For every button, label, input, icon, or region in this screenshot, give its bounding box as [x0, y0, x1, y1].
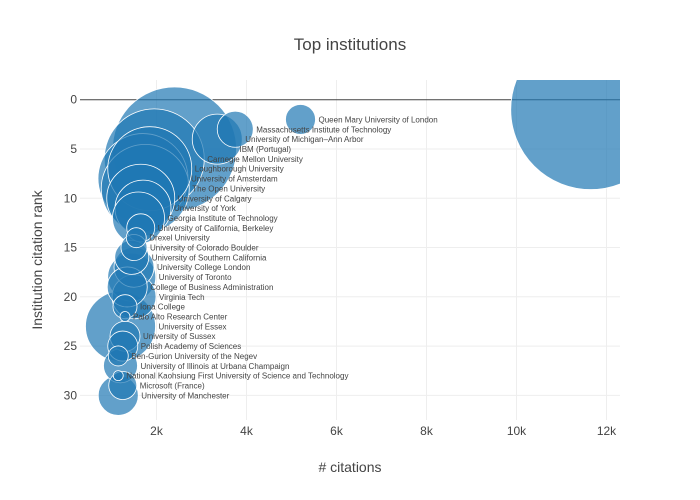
point-label: Loughborough University: [195, 165, 284, 174]
point-label: University of California, Berkeley: [158, 224, 274, 233]
point-label: The Open University: [192, 184, 265, 193]
bubble-point[interactable]: [510, 30, 671, 190]
point-label: Georgia Institute of Technology: [168, 214, 278, 223]
point-label: University of Amsterdam: [191, 175, 278, 184]
y-tick-label: 5: [70, 142, 77, 156]
y-tick-label: 25: [64, 339, 78, 353]
point-label: University of Essex: [159, 322, 227, 331]
bubble-point[interactable]: [125, 227, 147, 249]
point-label: University of Colorado Boulder: [150, 244, 259, 253]
x-tick-label: 2k: [150, 424, 164, 438]
point-label: Ben-Gurion University of the Negev: [131, 352, 257, 361]
bubble-point[interactable]: [216, 110, 254, 148]
bubble-point[interactable]: [285, 104, 316, 135]
y-tick-label: 10: [64, 191, 78, 205]
point-label-layer: Queen Mary University of LondonMassachus…: [126, 115, 437, 400]
x-tick-label: 10k: [507, 424, 527, 438]
point-label: College of Business Administration: [150, 283, 273, 292]
point-label: Iona College: [140, 303, 185, 312]
y-tick-label: 30: [64, 388, 78, 402]
point-label: Virginia Tech: [159, 293, 205, 302]
chart-title: Top institutions: [294, 35, 406, 54]
point-label: Massachusetts Institute of Technology: [256, 125, 391, 134]
bubble-point[interactable]: [107, 345, 129, 367]
point-label: University of Michigan–Ann Arbor: [245, 135, 364, 144]
point-label: University of Toronto: [159, 273, 232, 282]
x-tick-label: 4k: [240, 424, 254, 438]
point-label: University of Calgary: [178, 194, 252, 203]
point-label: Queen Mary University of London: [319, 115, 438, 124]
y-tick-label: 20: [64, 290, 78, 304]
bubble-point[interactable]: [119, 311, 131, 322]
tick-layer: 2k 4k 6k 8k 10k 12k 0 5 10 15 20 25 30: [64, 93, 618, 438]
point-label: National Kaohsiung First University of S…: [126, 372, 348, 381]
y-axis-title: Institution citation rank: [29, 189, 45, 329]
point-label: University of Manchester: [141, 391, 229, 400]
bubble-point[interactable]: [112, 370, 124, 382]
point-label: Microsoft (France): [140, 382, 205, 391]
x-tick-label: 8k: [420, 424, 434, 438]
point-label: University of Illinois at Urbana Champai…: [141, 362, 290, 371]
point-label: University of Sussex: [143, 332, 215, 341]
bubble-layer: [85, 30, 671, 416]
x-axis-title: # citations: [318, 459, 381, 475]
y-tick-label: 0: [70, 93, 77, 107]
point-label: IBM (Portugal): [240, 145, 292, 154]
point-label: University College London: [157, 263, 250, 272]
point-label: Polish Academy of Sciences: [141, 342, 242, 351]
point-label: Carnegie Mellon University: [207, 155, 303, 164]
y-tick-label: 15: [64, 241, 78, 255]
x-tick-label: 12k: [597, 424, 617, 438]
point-label: University of York: [174, 204, 237, 213]
point-label: Palo Alto Research Center: [133, 313, 228, 322]
point-label: Drexel University: [149, 234, 209, 243]
point-label: University of Southern California: [152, 253, 267, 262]
x-tick-label: 6k: [330, 424, 344, 438]
